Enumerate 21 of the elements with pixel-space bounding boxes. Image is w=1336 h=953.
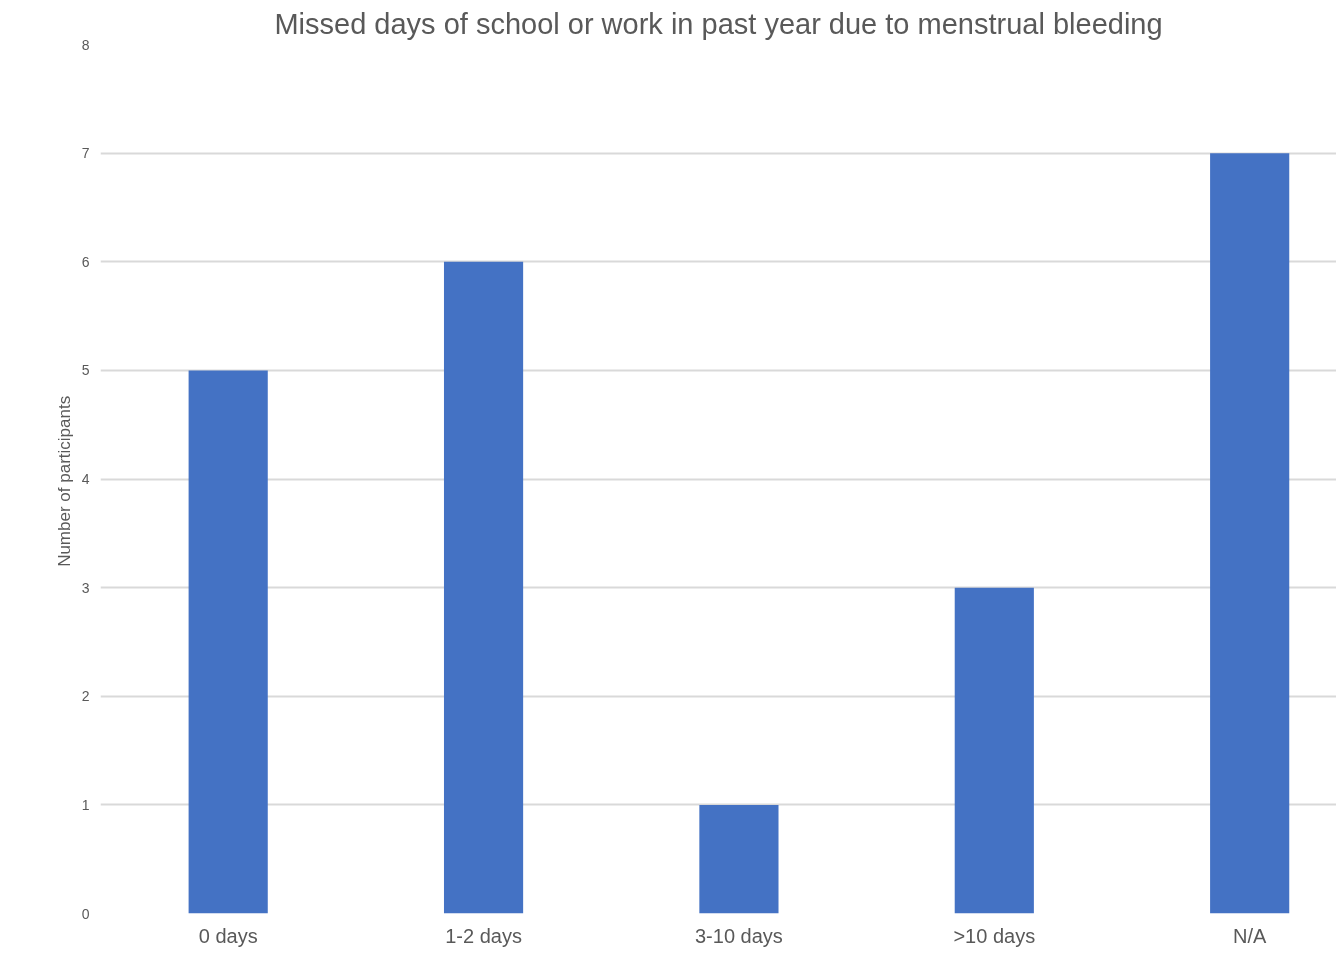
x-tick-label: N/A — [1233, 924, 1267, 947]
y-tick-label: 1 — [81, 796, 90, 813]
y-tick-label: 3 — [81, 579, 90, 596]
chart-title: Missed days of school or work in past year due to menstrual bleeding — [274, 7, 1163, 40]
x-tick-label: 1-2 days — [445, 924, 522, 947]
bar — [188, 370, 268, 914]
x-tick-label: >10 days — [953, 924, 1036, 947]
y-tick-label: 2 — [81, 688, 90, 705]
y-tick-label: 7 — [81, 145, 90, 162]
bar — [699, 804, 779, 914]
bar — [954, 587, 1034, 914]
x-tick-label: 3-10 days — [695, 924, 783, 947]
y-axis-title: Number of participants — [54, 395, 74, 567]
y-tick-label: 0 — [81, 905, 90, 922]
y-tick-label: 5 — [81, 362, 90, 379]
bar — [443, 261, 524, 914]
y-tick-label: 4 — [81, 471, 90, 487]
bar — [1210, 153, 1290, 914]
x-tick-label: 0 days — [198, 924, 258, 947]
y-tick-label: 8 — [81, 36, 90, 53]
y-tick-label: 6 — [81, 253, 90, 270]
